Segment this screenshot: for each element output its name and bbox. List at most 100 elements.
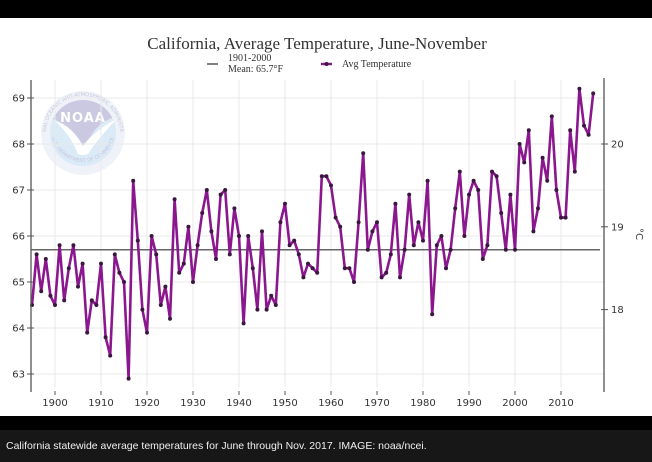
data-point	[356, 220, 361, 225]
top-black-band	[0, 0, 652, 18]
data-point	[66, 266, 71, 271]
data-point	[434, 243, 439, 248]
y-tick-label: 65	[12, 278, 25, 289]
data-point	[393, 201, 398, 206]
data-point	[163, 284, 168, 289]
data-point	[89, 298, 94, 303]
data-point	[480, 257, 485, 261]
x-tick-label: 1910	[88, 398, 113, 409]
data-point	[62, 298, 67, 303]
data-point	[540, 155, 545, 160]
data-point	[448, 247, 453, 252]
data-point	[306, 261, 310, 266]
data-point	[536, 206, 540, 211]
data-point	[370, 229, 375, 234]
data-point	[329, 183, 333, 188]
chart-svg: NOAA NATIONAL OCEANIC AND ATMOSPHERIC AD…	[0, 18, 644, 409]
series-layer	[30, 86, 596, 381]
data-point	[324, 174, 329, 179]
data-point	[191, 280, 195, 284]
data-point	[195, 243, 200, 248]
legend-series-label: Avg Temperature	[342, 59, 412, 70]
x-tick-label: 1990	[456, 398, 481, 409]
data-point	[214, 257, 218, 261]
logo-bird-icon	[55, 118, 116, 155]
data-point	[485, 243, 490, 248]
data-point	[186, 224, 191, 229]
data-point	[411, 243, 416, 248]
data-point	[53, 303, 57, 307]
data-point	[416, 220, 421, 225]
data-point	[568, 128, 573, 133]
data-point	[39, 289, 44, 294]
data-point	[375, 220, 379, 225]
data-point	[287, 243, 292, 248]
data-point	[421, 238, 425, 243]
chart-title: California, Average Temperature, June-No…	[147, 34, 487, 53]
data-point	[177, 270, 182, 275]
data-point	[117, 270, 122, 275]
data-point	[223, 188, 228, 192]
legend-mean-label: 1901-2000	[228, 53, 271, 64]
y-tick-label: 64	[12, 324, 25, 335]
chart-area: NOAA NATIONAL OCEANIC AND ATMOSPHERIC AD…	[0, 18, 652, 416]
x-tick-label: 2000	[502, 398, 527, 409]
y-tick-label: 69	[12, 94, 25, 105]
data-point	[85, 330, 90, 335]
data-point	[76, 284, 80, 289]
legend-series-marker-icon	[324, 62, 329, 66]
data-point	[94, 303, 99, 307]
data-point	[425, 178, 430, 183]
data-point	[158, 303, 163, 307]
data-point	[48, 293, 53, 298]
y-tick-label: 68	[12, 140, 25, 151]
data-point	[457, 169, 462, 174]
y-axis-right-label: °C	[633, 228, 644, 240]
data-point	[439, 234, 444, 238]
data-point	[135, 238, 140, 243]
data-point	[283, 201, 287, 206]
y-tick-label: 67	[12, 186, 25, 197]
logo-sky	[50, 100, 116, 146]
data-point	[71, 243, 76, 248]
data-point	[310, 266, 315, 271]
data-point	[181, 261, 186, 266]
x-tick-label: 1980	[410, 398, 435, 409]
data-point	[402, 247, 407, 252]
x-tick-label: 1930	[180, 398, 205, 409]
data-point	[352, 280, 356, 284]
data-point	[499, 211, 504, 215]
data-point	[444, 266, 448, 271]
data-point	[430, 312, 435, 317]
data-point	[407, 192, 412, 197]
data-point	[494, 174, 499, 179]
data-point	[168, 316, 172, 321]
data-point	[269, 293, 274, 298]
data-point	[586, 132, 591, 137]
data-point	[131, 178, 136, 183]
data-point	[513, 247, 517, 252]
data-point	[209, 229, 214, 234]
y-tick-label: 63	[12, 370, 25, 381]
y-tick-label-right: 20	[611, 140, 624, 151]
data-point	[388, 252, 393, 257]
x-tick-label: 2010	[548, 398, 573, 409]
data-point	[365, 247, 370, 252]
image-caption: California statewide average temperature…	[6, 440, 427, 452]
data-point	[292, 238, 297, 243]
y-tick-label: 66	[12, 232, 25, 243]
data-point	[559, 215, 563, 220]
x-tick-label: 1960	[318, 398, 343, 409]
data-point	[237, 234, 241, 238]
data-point	[315, 270, 320, 275]
data-point	[453, 206, 458, 211]
data-point	[554, 188, 559, 192]
data-point	[301, 275, 306, 280]
data-point	[361, 151, 366, 156]
data-point	[582, 123, 586, 128]
data-point	[278, 220, 283, 225]
data-point	[526, 128, 531, 133]
data-point	[545, 178, 550, 183]
data-point	[490, 169, 494, 174]
data-point	[126, 376, 131, 381]
